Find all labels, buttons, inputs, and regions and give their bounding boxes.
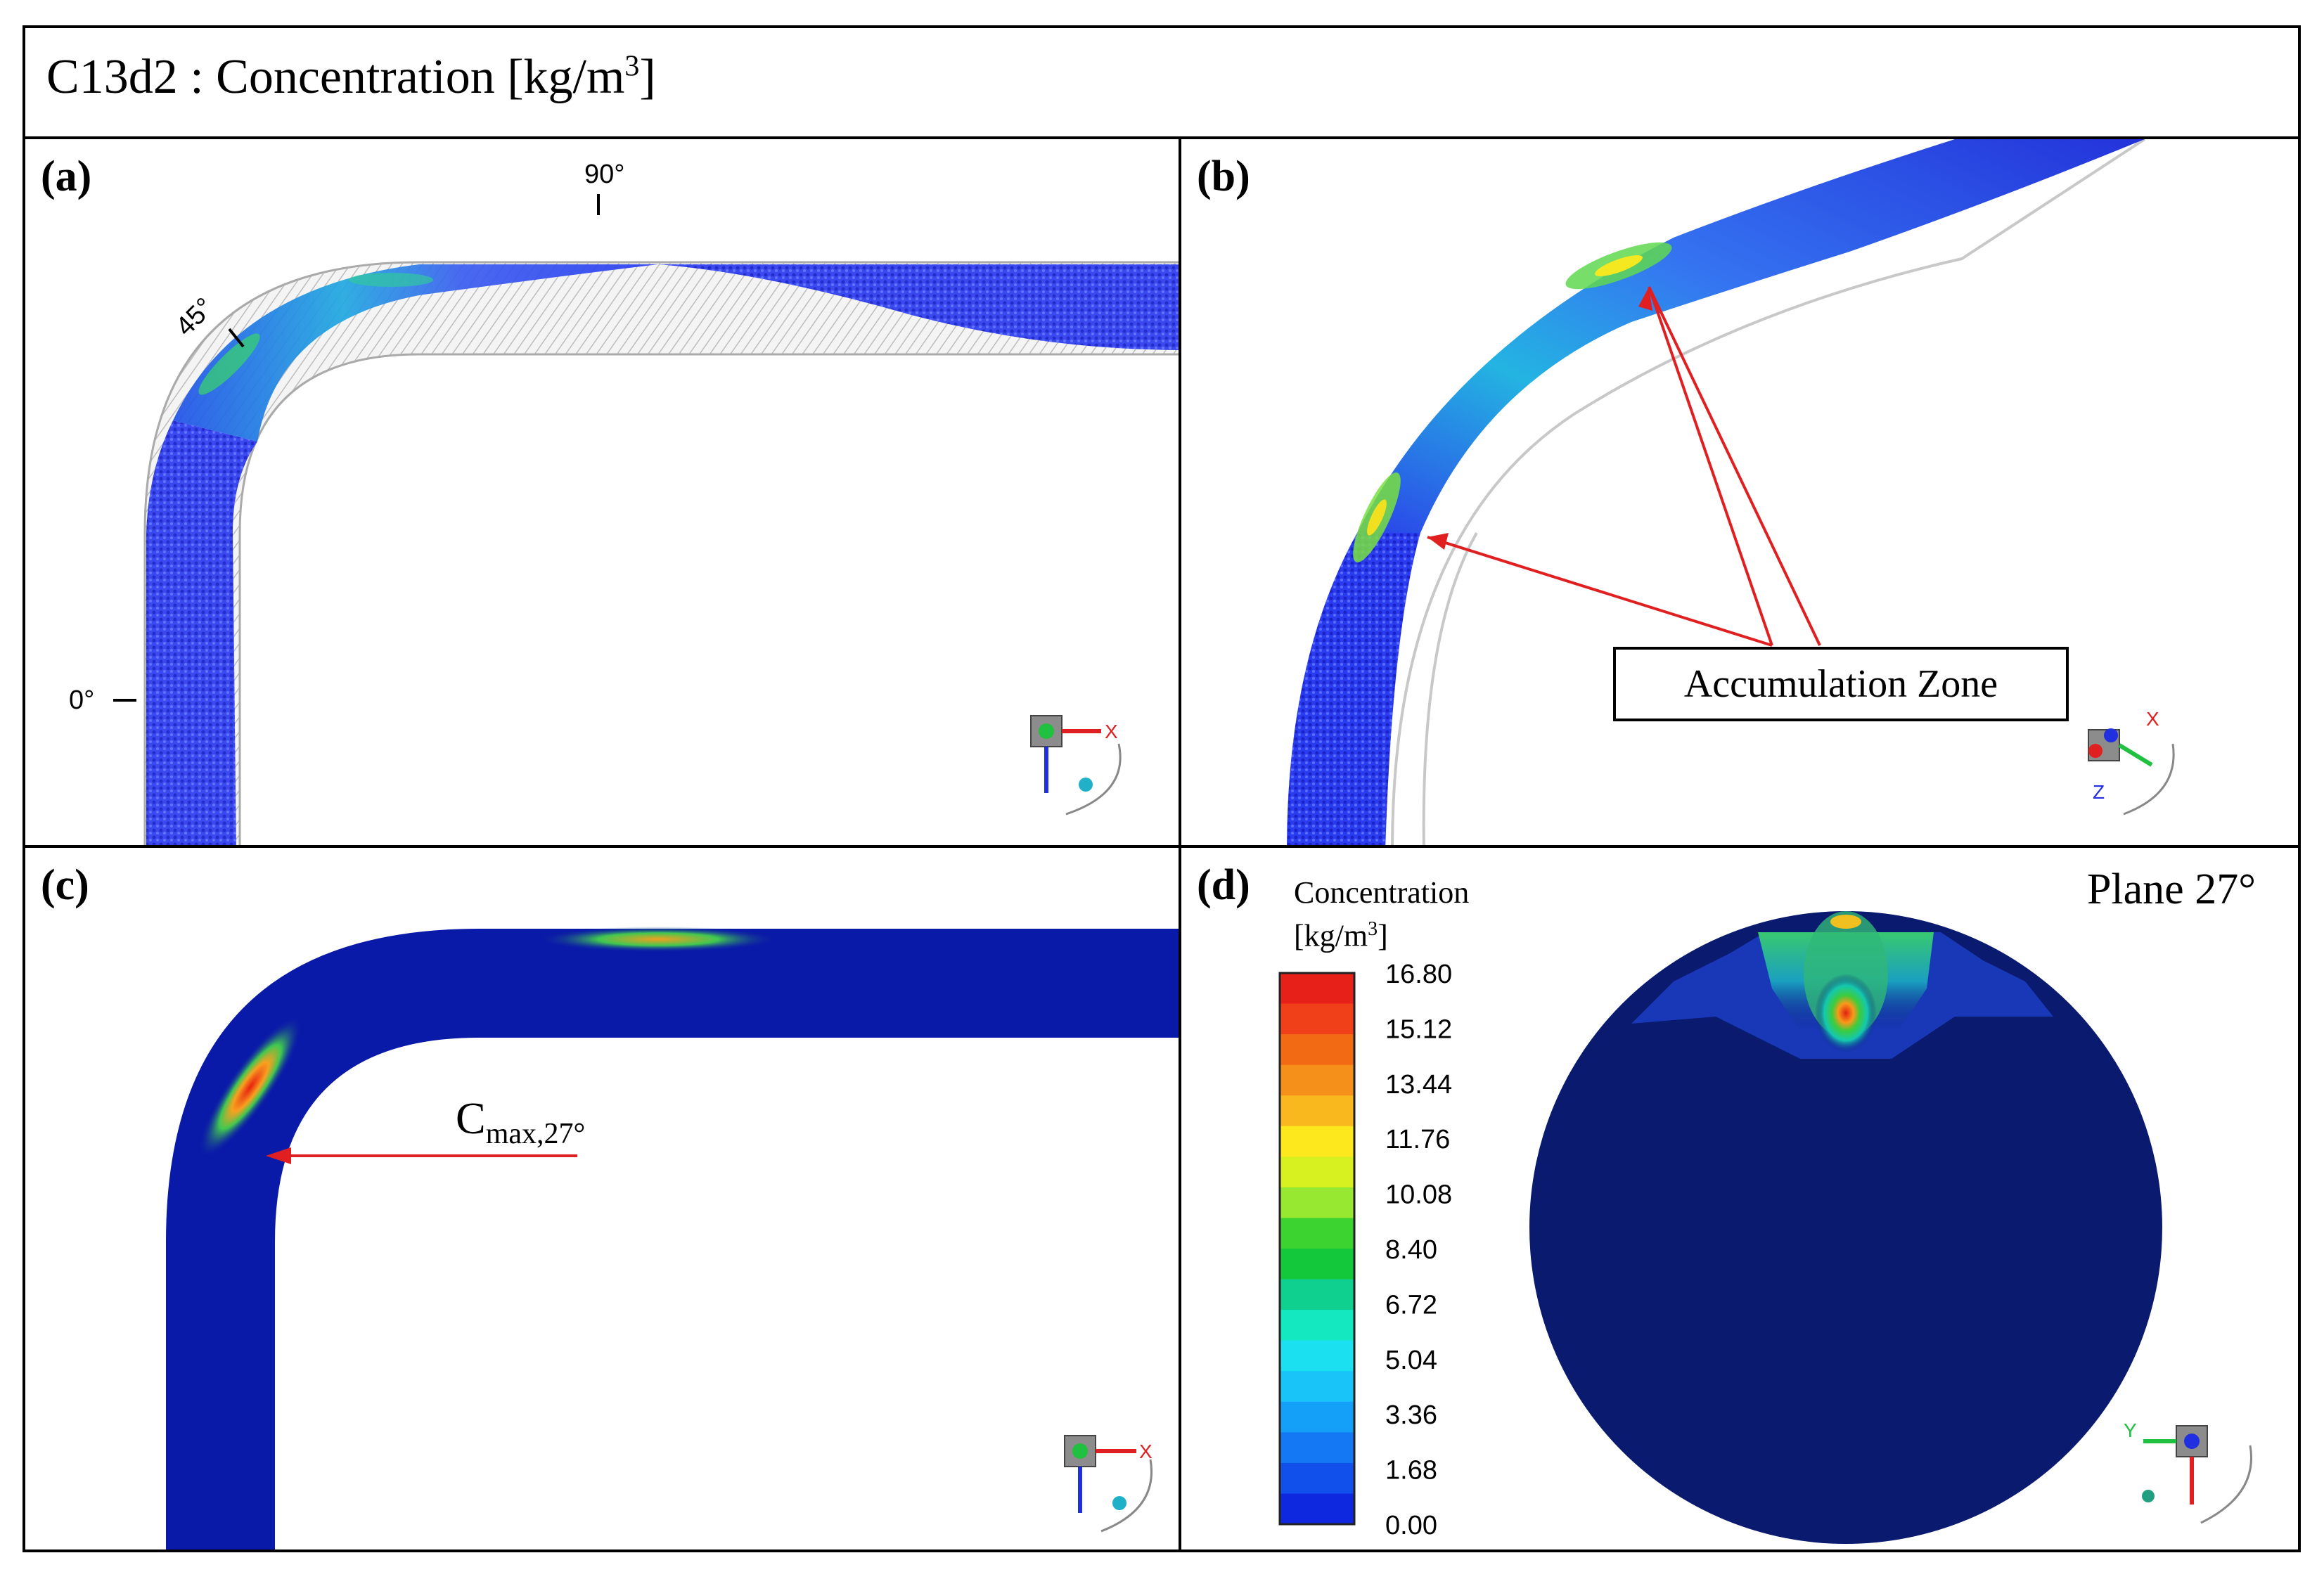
panel-c-diagram: X — [166, 927, 1179, 1550]
panel-d-label: (d) — [1197, 861, 1250, 909]
panel-b-label: (b) — [1197, 153, 1250, 200]
colorbar-band — [1280, 1064, 1354, 1096]
colorbar-band — [1280, 1493, 1354, 1525]
colorbar-tick-label: 16.80 — [1385, 960, 1452, 989]
particle-region-outlet — [658, 264, 1179, 350]
colorbar-tick-label: 11.76 — [1385, 1125, 1450, 1154]
colorbar-tick-label: 10.08 — [1385, 1180, 1452, 1210]
panel-d: (d) Concentration [kg/m3] Plane 27° 16.8… — [1179, 845, 2301, 1552]
hotspot-a2 — [349, 273, 433, 287]
hotspot-a1 — [198, 333, 260, 395]
concentration-hotspot-27deg — [198, 1017, 302, 1157]
colorbar-band — [1280, 1310, 1354, 1341]
colorbar-band — [1280, 1432, 1354, 1464]
panel-a-diagram: 90° 45° 0° X — [69, 160, 1179, 845]
concentration-field-pipe — [166, 929, 1179, 1550]
colorbar-tick-label: 15.12 — [1385, 1014, 1452, 1044]
cmax-label: Cmax,27° — [456, 1093, 586, 1150]
colorbar-band — [1280, 1371, 1354, 1403]
colorbar-band — [1280, 1462, 1354, 1494]
plane-title: Plane 27° — [2086, 865, 2256, 913]
colorbar-band — [1280, 1187, 1354, 1218]
annotation-arrows — [1427, 286, 1821, 647]
axis-triad-a: X — [1030, 715, 1122, 816]
colorbar-tick-label: 8.40 — [1385, 1235, 1437, 1265]
concentration-hotspot-90deg — [539, 927, 778, 952]
cross-section-plane — [1529, 911, 2162, 1544]
angle-label-0: 0° — [69, 685, 94, 715]
max-concentration-core — [1815, 974, 1877, 1052]
panel-d-diagram: 16.80 15.12 13.44 11.76 10.08 8.40 6.72 5.04 3.3… — [1278, 911, 2252, 1544]
colorbar-border — [1278, 972, 1356, 1526]
panel-b: X Z (b) Accumulation Zone — [1179, 136, 2301, 848]
particle-region-inlet — [146, 420, 257, 845]
colorbar-band — [1280, 1126, 1354, 1157]
svg-text:X: X — [1139, 1441, 1153, 1462]
colorbar-tick-label: 6.72 — [1385, 1290, 1437, 1320]
axis-triad-d: Y — [2124, 1419, 2252, 1524]
colorbar-band — [1280, 1249, 1354, 1280]
colorbar-tick-label: 3.36 — [1385, 1400, 1437, 1430]
colorbar-title: Concentration [kg/m3] — [1294, 875, 1470, 953]
colorbar-band — [1280, 1401, 1354, 1433]
panel-c-label: (c) — [41, 861, 89, 909]
accumulation-zone-label: Accumulation Zone — [1613, 647, 2069, 721]
tick-45 — [228, 328, 245, 348]
svg-text:X: X — [2146, 708, 2159, 730]
colorbar-band — [1280, 1157, 1354, 1188]
colorbar-band — [1280, 1218, 1354, 1249]
colorbar: 16.80 15.12 13.44 11.76 10.08 8.40 6.72 5.04 3.3… — [1278, 960, 1452, 1540]
panel-c: X (c) Cmax,27° — [23, 845, 1181, 1552]
inner-wall-outline — [1391, 139, 2146, 845]
colorbar-tick-label: 5.04 — [1385, 1346, 1437, 1375]
panel-a-label: (a) — [41, 153, 92, 200]
particle-band-outer-wall — [173, 264, 658, 442]
cross-section-concentration — [1631, 911, 2053, 1059]
colorbar-band — [1280, 1034, 1354, 1066]
colorbar-tick-label: 13.44 — [1385, 1070, 1452, 1100]
svg-text:X: X — [1105, 721, 1118, 742]
axis-triad-c: X — [1064, 1435, 1153, 1533]
colorbar-band — [1280, 1340, 1354, 1372]
particle-band-b — [1357, 139, 2145, 533]
svg-text:Y: Y — [2124, 1419, 2137, 1441]
colorbar-tick-label: 0.00 — [1385, 1511, 1437, 1540]
axis-triad-b: X Z — [2088, 708, 2175, 816]
panel-a: 90° 45° 0° X (a) — [23, 136, 1181, 848]
colorbar-tick-label: 1.68 — [1385, 1456, 1437, 1486]
figure-title-bar: C13d2 : Concentration [kg/m3] — [23, 25, 2301, 139]
figure-title: C13d2 : Concentration [kg/m3] — [46, 50, 656, 104]
panel-b-diagram: X Z — [1287, 139, 2175, 845]
colorbar-band — [1280, 1279, 1354, 1310]
particle-region-b-inlet — [1287, 533, 1420, 845]
colorbar-band — [1280, 973, 1354, 1005]
svg-text:Z: Z — [2093, 781, 2105, 803]
colorbar-band — [1280, 1095, 1354, 1127]
angle-label-90: 90° — [584, 160, 624, 189]
colorbar-band — [1280, 1003, 1354, 1035]
